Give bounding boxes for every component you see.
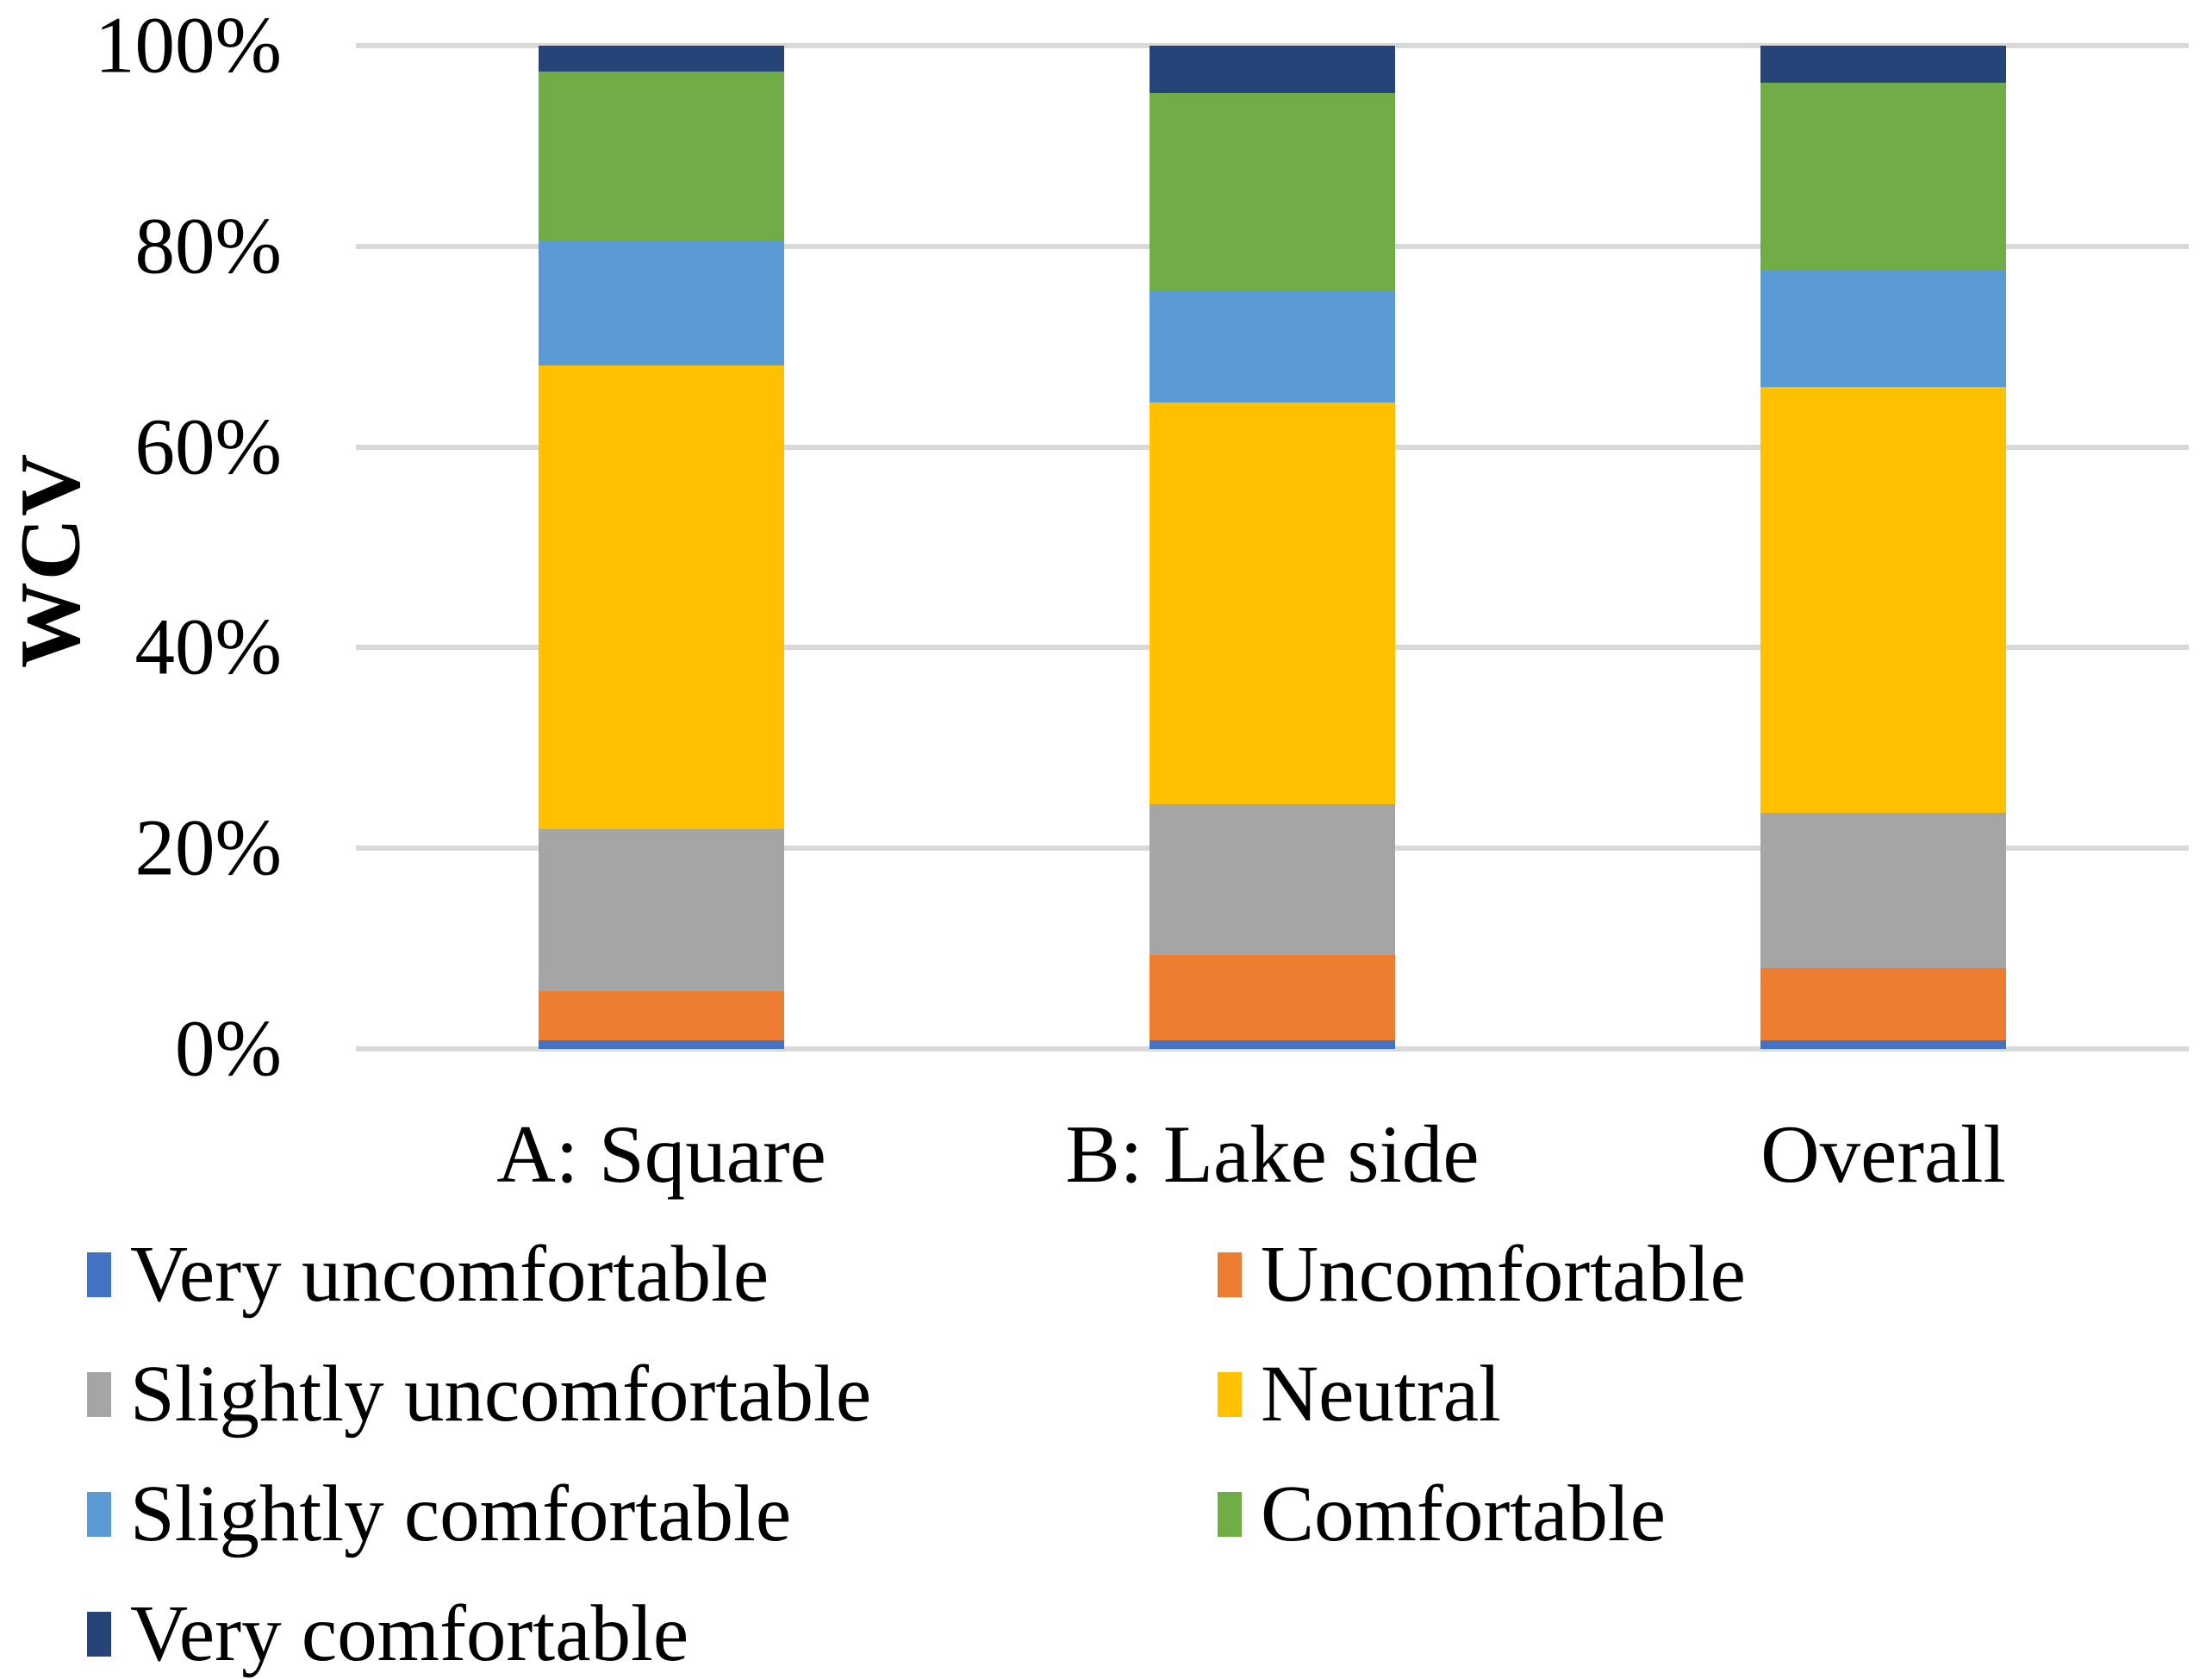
legend-label-comfortable: Comfortable <box>1261 1470 1667 1558</box>
legend-item-uncomfortable: Uncomfortable <box>1218 1234 1746 1314</box>
y-tick-label-100%: 100% <box>95 1 282 91</box>
gridline-0% <box>356 1046 2189 1052</box>
segment-neutral-overall <box>1760 386 2006 814</box>
legend-swatch-slightly-comfortable <box>87 1491 111 1537</box>
legend-label-slightly-comfortable: Slightly comfortable <box>130 1470 792 1558</box>
legend-swatch-very-uncomfortable <box>87 1251 111 1297</box>
segment-very-uncomfortable-overall <box>1760 1039 2006 1049</box>
category-label-a-square: A: Square <box>496 1108 826 1200</box>
legend-swatch-uncomfortable <box>1218 1251 1242 1297</box>
legend-label-very-comfortable: Very comfortable <box>130 1589 689 1678</box>
segment-slightly-comfortable-overall <box>1760 269 2006 387</box>
segment-very-comfortable-overall <box>1760 46 2006 84</box>
legend-swatch-very-comfortable <box>87 1611 111 1657</box>
y-tick-label-60%: 60% <box>134 403 282 492</box>
legend-swatch-comfortable <box>1218 1491 1242 1537</box>
segment-neutral-b-lake-side <box>1150 403 1395 804</box>
segment-neutral-a-square <box>539 365 784 830</box>
category-label-b-lake-side: B: Lake side <box>1065 1108 1480 1200</box>
segment-very-uncomfortable-b-lake-side <box>1150 1039 1395 1049</box>
y-tick-label-40%: 40% <box>134 602 282 692</box>
legend-label-uncomfortable: Uncomfortable <box>1261 1230 1746 1319</box>
y-tick-label-80%: 80% <box>134 202 282 291</box>
legend-swatch-slightly-uncomfortable <box>87 1371 111 1417</box>
legend-label-very-uncomfortable: Very uncomfortable <box>130 1230 770 1319</box>
segment-comfortable-overall <box>1760 83 2006 270</box>
segment-very-comfortable-b-lake-side <box>1150 46 1395 93</box>
legend-item-neutral: Neutral <box>1218 1354 1501 1434</box>
bar-a-square <box>539 46 784 1049</box>
legend-label-neutral: Neutral <box>1261 1350 1501 1439</box>
segment-slightly-comfortable-b-lake-side <box>1150 290 1395 403</box>
gridline-100% <box>356 43 2189 48</box>
legend-item-very-comfortable: Very comfortable <box>87 1594 689 1674</box>
segment-slightly-uncomfortable-overall <box>1760 813 2006 968</box>
bar-b-lake-side <box>1150 46 1395 1049</box>
legend-swatch-neutral <box>1218 1371 1242 1417</box>
legend-item-comfortable: Comfortable <box>1218 1474 1666 1554</box>
segment-slightly-uncomfortable-a-square <box>539 829 784 991</box>
bar-overall <box>1760 46 2006 1049</box>
segment-slightly-comfortable-a-square <box>539 240 784 366</box>
segment-uncomfortable-overall <box>1760 967 2006 1040</box>
segment-very-comfortable-a-square <box>539 46 784 72</box>
segment-uncomfortable-b-lake-side <box>1150 954 1395 1040</box>
segment-very-uncomfortable-a-square <box>539 1039 784 1049</box>
legend-item-slightly-comfortable: Slightly comfortable <box>87 1474 791 1554</box>
segment-comfortable-b-lake-side <box>1150 92 1395 291</box>
legend-label-slightly-uncomfortable: Slightly uncomfortable <box>130 1350 872 1439</box>
legend-item-very-uncomfortable: Very uncomfortable <box>87 1234 769 1314</box>
segment-uncomfortable-a-square <box>539 990 784 1040</box>
legend-item-slightly-uncomfortable: Slightly uncomfortable <box>87 1354 871 1434</box>
segment-slightly-uncomfortable-b-lake-side <box>1150 804 1395 955</box>
y-tick-label-20%: 20% <box>134 803 282 893</box>
category-label-overall: Overall <box>1760 1108 2006 1200</box>
y-tick-label-0%: 0% <box>175 1004 282 1094</box>
segment-comfortable-a-square <box>539 72 784 240</box>
